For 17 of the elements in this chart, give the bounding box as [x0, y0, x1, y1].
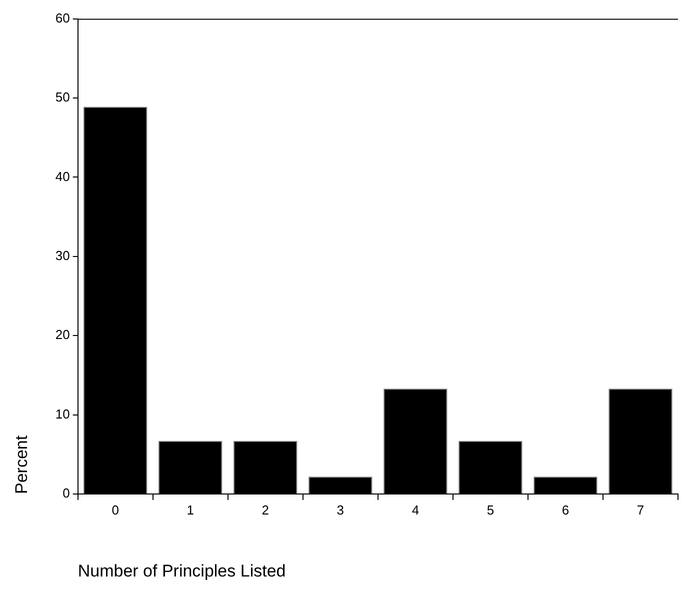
y-tick-label: 60 — [55, 10, 70, 26]
x-tick-label: 3 — [336, 502, 344, 518]
x-tick-label: 7 — [636, 502, 644, 518]
x-tick-label: 1 — [186, 502, 194, 518]
y-tick-label: 0 — [62, 486, 70, 501]
x-tick-label: 5 — [486, 502, 494, 518]
x-tick-label: 0 — [112, 502, 119, 518]
x-tick-label: 4 — [412, 502, 420, 518]
y-tick-label: 20 — [55, 327, 70, 342]
y-tick-label: 50 — [55, 90, 70, 105]
x-axis-title: Number of Principles Listed — [78, 561, 286, 580]
y-tick-label: 40 — [55, 168, 70, 184]
x-tick-label: 2 — [262, 502, 270, 518]
y-tick-label: 10 — [55, 406, 70, 422]
y-axis-title: Percent — [12, 435, 31, 494]
y-tick-label: 30 — [55, 248, 70, 263]
x-tick-label: 6 — [562, 502, 570, 518]
